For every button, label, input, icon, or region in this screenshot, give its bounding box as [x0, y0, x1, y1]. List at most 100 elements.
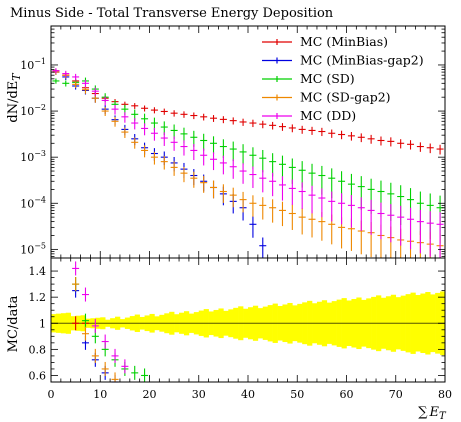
data-point	[397, 205, 405, 246]
data-point	[328, 191, 336, 222]
data-point	[229, 159, 237, 179]
ratio-y-tick-label: 0.8	[29, 343, 47, 356]
data-point	[436, 212, 444, 258]
y-tick-label: 10−1	[20, 57, 46, 72]
y-tick-label: 10−4	[20, 195, 46, 210]
ratio-y-tick-label: 1	[39, 317, 46, 330]
data-point	[170, 136, 178, 151]
data-point	[141, 105, 149, 112]
data-point	[278, 176, 286, 201]
data-point	[170, 110, 178, 117]
legend-label: MC (MinBias-gap2)	[300, 53, 424, 68]
ratio-point	[101, 334, 109, 349]
data-point	[229, 141, 237, 162]
data-point	[200, 113, 208, 121]
data-point	[219, 155, 227, 175]
legend-label: MC (SD-gap2)	[300, 90, 391, 105]
data-point	[357, 133, 365, 143]
data-point	[190, 171, 198, 188]
x-tick-label: 0	[48, 388, 55, 401]
data-point	[357, 197, 365, 231]
data-point	[81, 86, 89, 94]
x-tick-label: 10	[93, 388, 107, 401]
ratio-y-tick-label: 0.6	[29, 369, 47, 382]
data-point	[278, 201, 286, 227]
x-tick-label: 80	[438, 388, 452, 401]
data-point	[269, 172, 277, 197]
data-point	[347, 195, 355, 228]
ratio-y-tick-label: 1.4	[29, 265, 47, 278]
data-point	[259, 197, 267, 220]
series-mc-minbias-	[52, 68, 444, 155]
ratio-point	[111, 372, 119, 382]
data-point	[436, 144, 444, 155]
data-point	[170, 161, 178, 176]
data-point	[131, 118, 139, 130]
data-point	[249, 195, 257, 217]
data-point	[190, 112, 198, 120]
main-ylabel: dN/dET	[6, 72, 23, 123]
ratio-point	[72, 261, 80, 276]
data-point	[249, 147, 257, 169]
data-point	[200, 133, 208, 151]
ratio-point	[101, 361, 109, 376]
legend-label: MC (SD)	[300, 71, 355, 86]
x-tick-label: 70	[389, 388, 403, 401]
data-point	[180, 140, 188, 156]
x-tick-label: 50	[290, 388, 304, 401]
data-point	[259, 149, 267, 173]
data-point	[72, 73, 80, 81]
data-point	[210, 152, 218, 171]
data-point	[308, 185, 316, 214]
data-point	[259, 169, 267, 193]
data-point	[190, 143, 198, 161]
data-point	[416, 142, 424, 152]
data-point	[387, 204, 395, 243]
data-point	[229, 117, 237, 125]
x-tick-label: 60	[340, 388, 354, 401]
data-point	[210, 136, 218, 155]
data-point	[131, 103, 139, 109]
data-point	[347, 132, 355, 141]
data-point	[426, 211, 434, 257]
ratio-point	[121, 359, 129, 374]
legend-item: MC (SD)	[262, 71, 355, 86]
data-point	[328, 129, 336, 138]
x-tick-label: 40	[241, 388, 255, 401]
data-point	[288, 124, 296, 133]
data-point	[308, 209, 316, 238]
y-tick-label: 10−3	[20, 149, 46, 164]
ratio-y-tick-label: 1.2	[29, 291, 47, 304]
data-point	[160, 108, 168, 115]
ratio-series-mc-dd-	[72, 261, 129, 374]
data-point	[318, 188, 326, 218]
data-point	[62, 70, 70, 77]
series-mc-sd-gap2-	[52, 69, 444, 258]
data-point	[52, 78, 60, 84]
x-tick-label: 30	[192, 388, 206, 401]
data-point	[121, 112, 129, 123]
data-point	[239, 191, 247, 213]
data-point	[219, 139, 227, 158]
legend-item: MC (DD)	[262, 108, 356, 123]
series-mc-minbias-gap2-	[52, 69, 267, 258]
y-tick-label: 10−2	[20, 103, 46, 118]
data-point	[239, 118, 247, 126]
data-point	[426, 143, 434, 154]
data-point	[298, 125, 306, 134]
data-point	[180, 166, 188, 183]
legend-item: MC (MinBias)	[262, 34, 388, 49]
data-point	[407, 140, 415, 150]
legend-item: MC (MinBias-gap2)	[262, 53, 424, 68]
data-point	[249, 166, 257, 188]
data-point	[81, 79, 89, 88]
data-point	[219, 116, 227, 124]
data-point	[338, 193, 346, 225]
data-point	[180, 111, 188, 118]
data-point	[141, 145, 149, 158]
data-point	[298, 208, 306, 235]
data-point	[269, 121, 277, 130]
data-point	[72, 81, 80, 88]
ratio-point	[72, 316, 80, 331]
